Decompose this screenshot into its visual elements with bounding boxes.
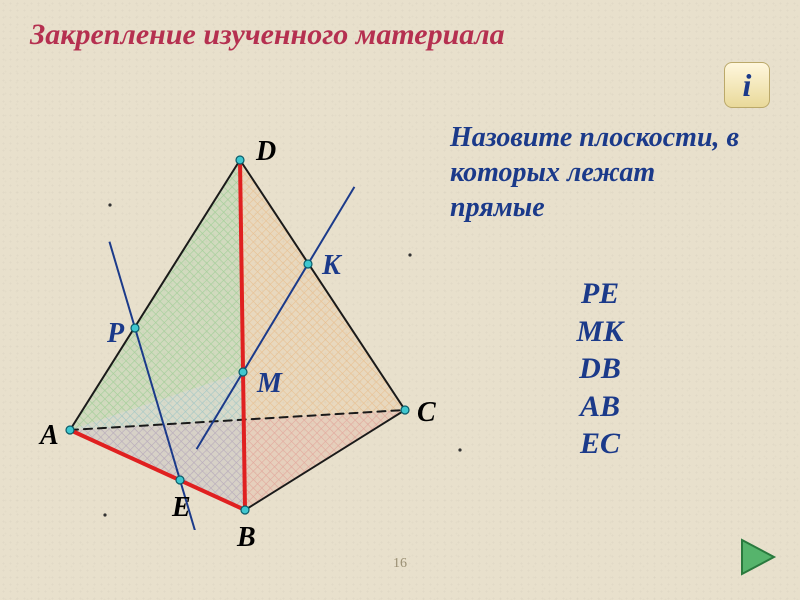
vertex-label-B: B xyxy=(237,522,256,554)
page-number: 16 xyxy=(393,556,407,572)
play-icon xyxy=(736,536,778,578)
vertex-label-P: P xyxy=(107,318,124,350)
line-item: DB xyxy=(540,350,660,388)
vertex-label-M: M xyxy=(257,368,282,400)
vertex-label-A: A xyxy=(40,420,59,452)
lines-list: РЕМКDBABEC xyxy=(540,275,660,463)
page-title: Закрепление изученного материала xyxy=(30,18,505,52)
info-icon: i xyxy=(743,67,752,104)
vertex-label-C: C xyxy=(417,397,436,429)
tetrahedron-diagram: ABCDEPMK xyxy=(20,110,480,530)
vertex-label-E: E xyxy=(172,492,191,524)
line-item: МК xyxy=(540,313,660,351)
info-button[interactable]: i xyxy=(724,62,770,108)
next-button[interactable] xyxy=(736,536,778,578)
line-item: РЕ xyxy=(540,275,660,313)
question-text: Назовите плоскости, в которых лежат прям… xyxy=(450,120,750,225)
line-item: EC xyxy=(540,425,660,463)
vertex-label-D: D xyxy=(256,136,276,168)
line-item: AB xyxy=(540,388,660,426)
vertex-label-K: K xyxy=(322,250,341,282)
